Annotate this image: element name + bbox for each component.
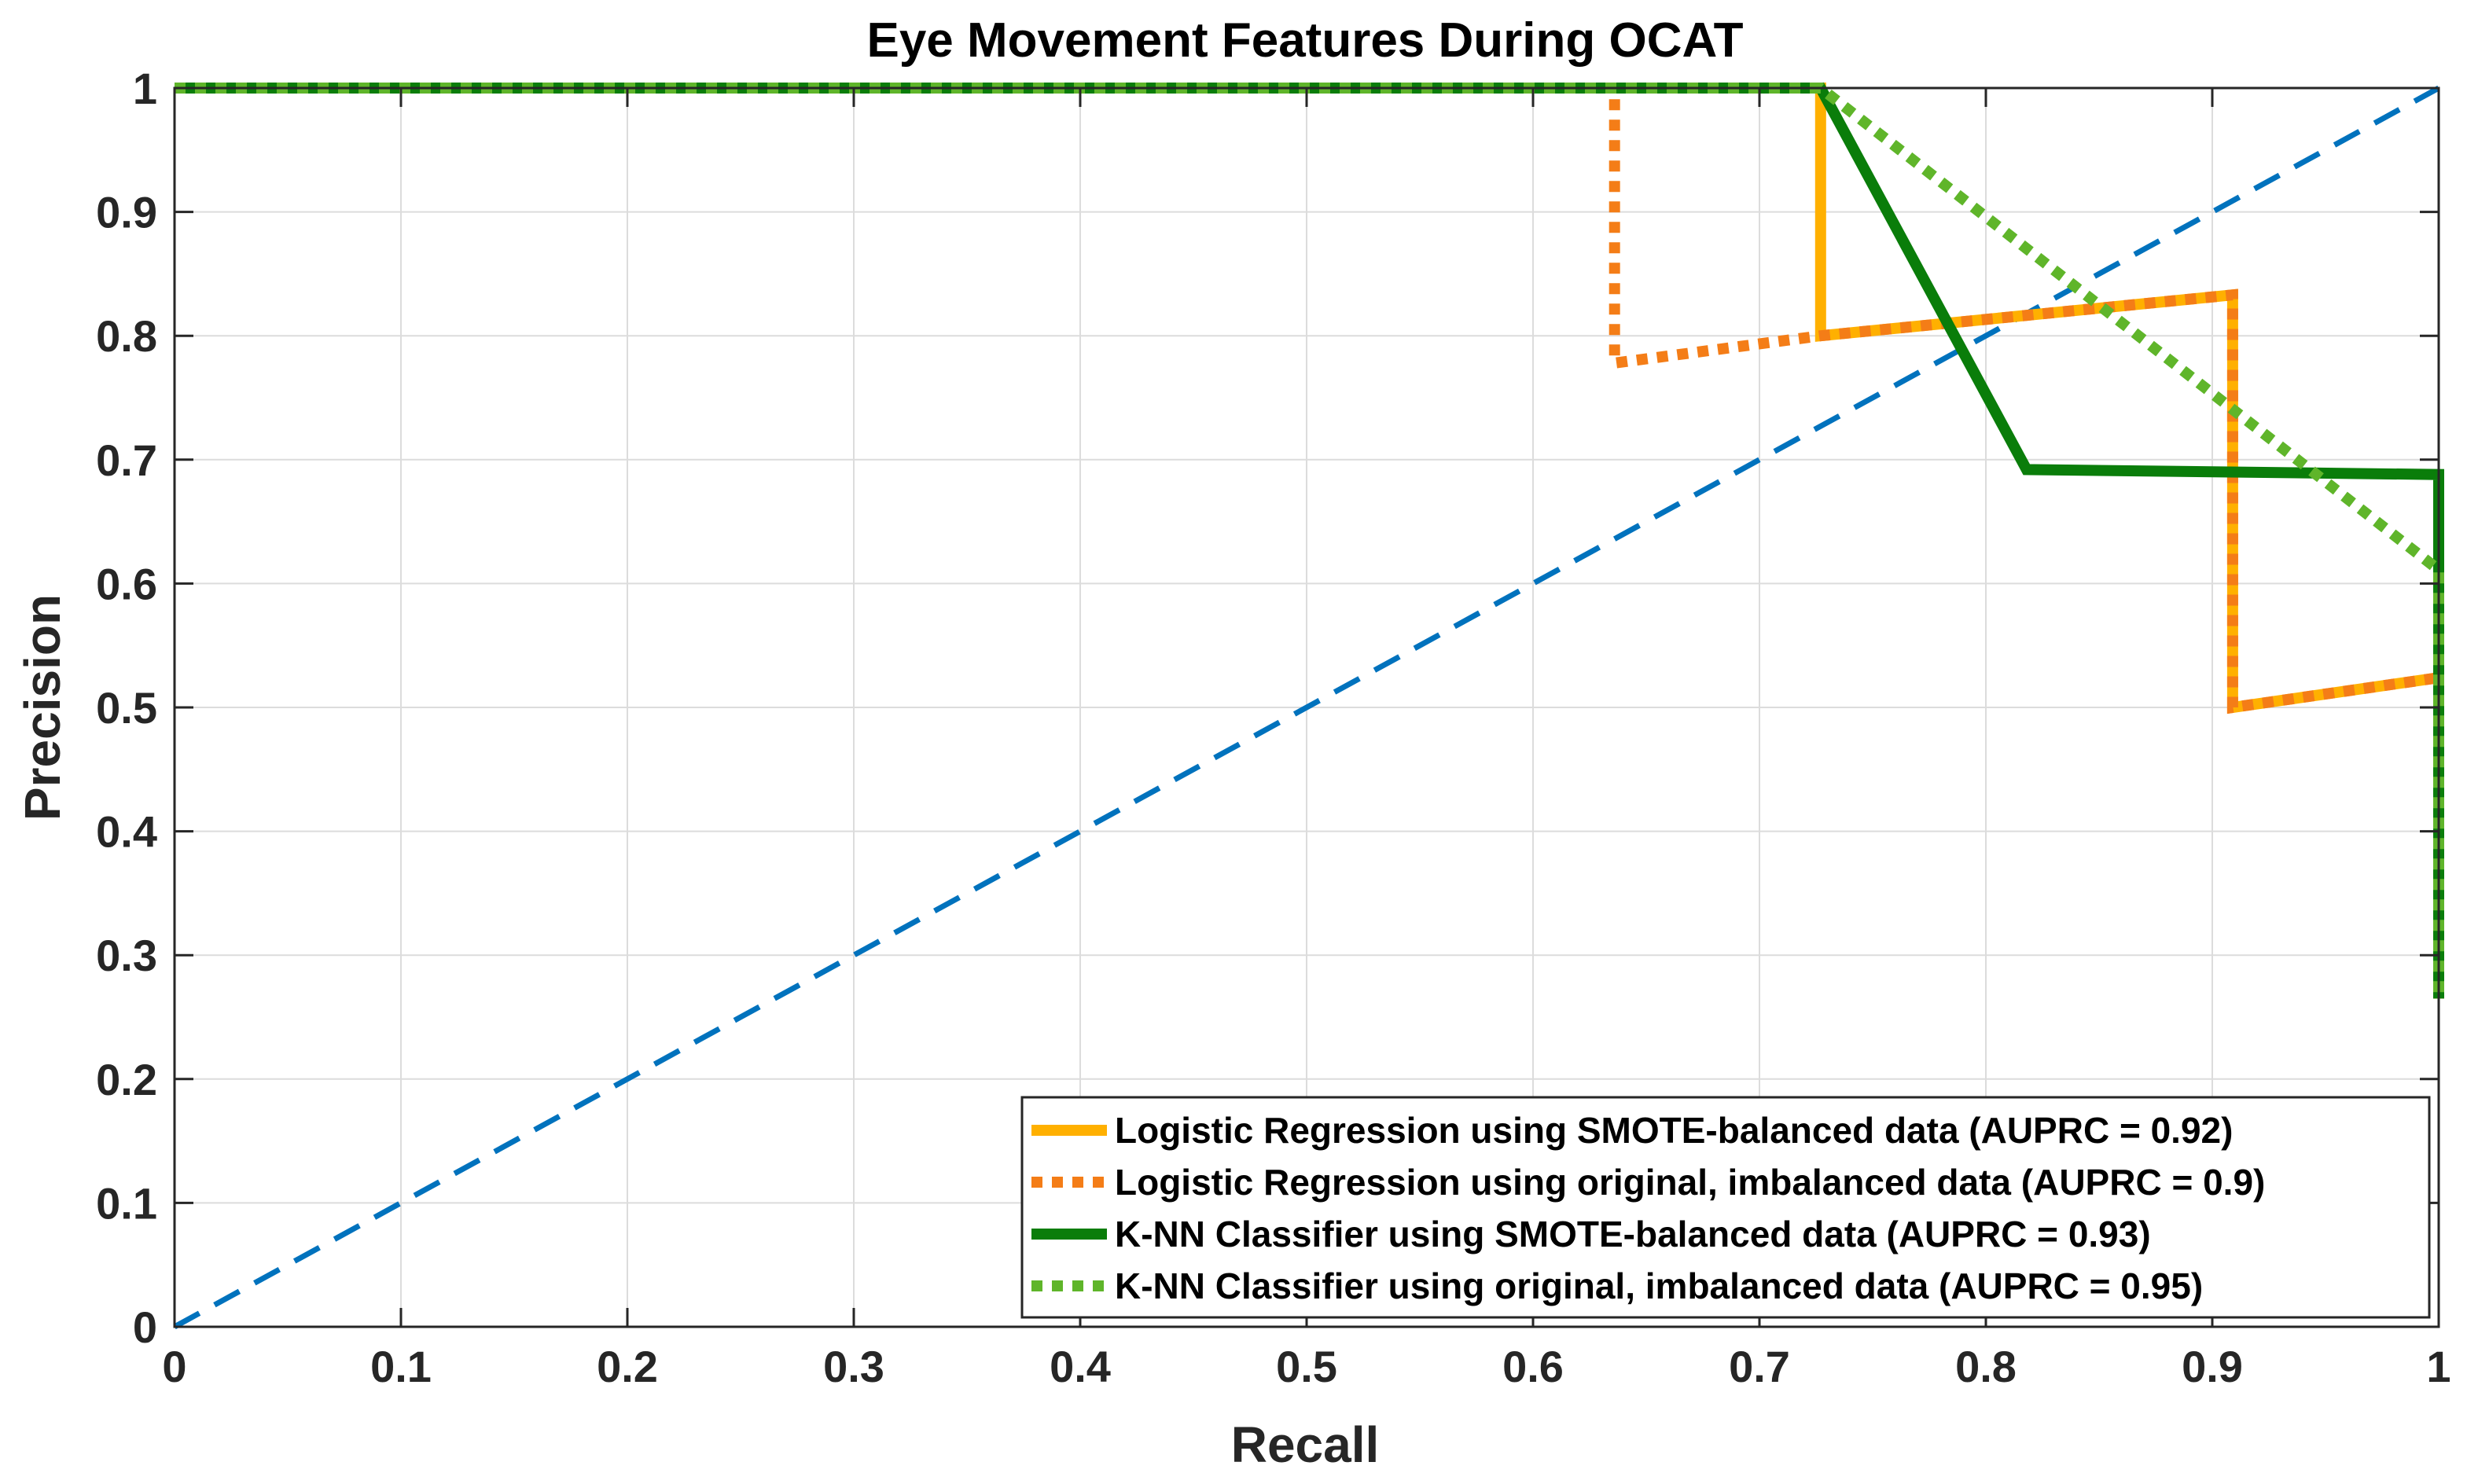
x-tick-label: 0.6 [1502, 1342, 1564, 1391]
x-tick-label: 1 [2426, 1342, 2450, 1391]
y-tick-label: 1 [133, 64, 157, 113]
y-tick-label: 0.8 [96, 311, 157, 361]
y-tick-label: 0 [133, 1302, 157, 1352]
x-tick-label: 0.7 [1729, 1342, 1790, 1391]
x-tick-label: 0.2 [597, 1342, 658, 1391]
legend-label-3: K-NN Classifier using SMOTE-balanced dat… [1115, 1214, 2151, 1254]
chart-title: Eye Movement Features During OCAT [866, 13, 1743, 68]
ticks: 0 0.1 0.2 0.3 0.4 0.5 0.6 0.7 0.8 0.9 1 0 0.1 0.2 0.3 0… [96, 64, 2450, 1391]
legend-items: Logistic Regression using SMOTE-balanced… [1031, 1110, 2265, 1306]
series-line-2 [175, 83, 2444, 999]
x-axis-label: Recall [1231, 1416, 1380, 1473]
baseline-line [173, 85, 2440, 1330]
y-tick-label: 0.3 [96, 931, 157, 980]
legend: Logistic Regression using SMOTE-balanced… [1020, 1096, 2431, 1319]
y-tick-label: 0.1 [96, 1178, 157, 1228]
legend-label-2: Logistic Regression using original, imba… [1115, 1162, 2265, 1203]
legend-label-4: K-NN Classifier using original, imbalanc… [1115, 1265, 2203, 1306]
legend-box [1020, 1096, 2431, 1319]
baseline-layer [173, 85, 2440, 1330]
legend-label-1: Logistic Regression using SMOTE-balanced… [1115, 1110, 2233, 1151]
x-tick-label: 0.5 [1276, 1342, 1337, 1391]
y-tick-label: 0.9 [96, 188, 157, 237]
x-tick-label: 0.3 [823, 1342, 884, 1391]
x-tick-label: 0.1 [370, 1342, 432, 1391]
y-tick-label: 0.7 [96, 435, 157, 485]
x-tick-label: 0.9 [2182, 1342, 2243, 1391]
y-tick-label: 0.6 [96, 559, 157, 608]
y-tick-label: 0.4 [96, 807, 157, 857]
x-tick-label: 0 [162, 1342, 186, 1391]
y-tick-label: 0.2 [96, 1055, 157, 1104]
x-tick-label: 0.8 [1955, 1342, 2017, 1391]
y-axis-label: Precision [14, 594, 71, 821]
x-tick-label: 0.4 [1050, 1342, 1111, 1391]
y-tick-label: 0.5 [96, 683, 157, 733]
